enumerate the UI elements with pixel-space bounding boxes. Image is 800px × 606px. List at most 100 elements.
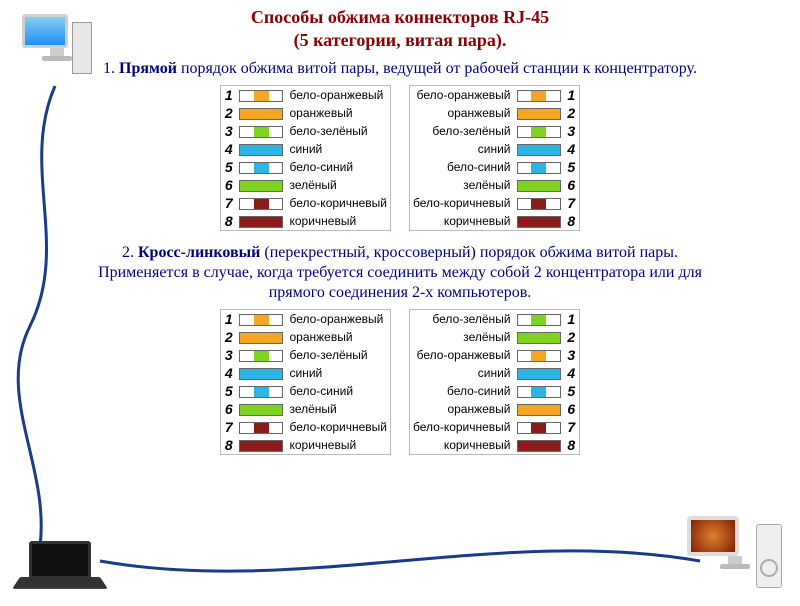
wire-label: бело-зелёный — [410, 309, 514, 328]
pin-row: 7 бело-коричневый — [220, 194, 390, 212]
pin-number: 3 — [220, 346, 236, 364]
pin-table: бело-зелёный 1 зелёный 2 бело-оранжевый … — [409, 309, 580, 455]
wire-swatch — [517, 198, 561, 210]
laptop-icon — [20, 541, 100, 596]
wire-swatch — [517, 314, 561, 326]
pin-row: 1 бело-оранжевый — [220, 309, 390, 328]
straight-pinout-tables: 1 бело-оранжевый 2 оранжевый 3 бело-зелё… — [0, 85, 800, 231]
pin-number: 1 — [564, 309, 580, 328]
pin-number: 1 — [220, 85, 236, 104]
pin-row: бело-коричневый 7 — [410, 194, 580, 212]
pin-number: 5 — [220, 158, 236, 176]
pin-row: бело-оранжевый 3 — [410, 346, 580, 364]
pin-row: 7 бело-коричневый — [220, 418, 390, 436]
wire-label: бело-синий — [410, 158, 514, 176]
wire-swatch — [239, 108, 283, 120]
pin-table: бело-оранжевый 1 оранжевый 2 бело-зелёны… — [409, 85, 580, 231]
wire-label: зелёный — [286, 400, 390, 418]
wire-label: бело-коричневый — [286, 194, 390, 212]
wire-swatch — [517, 126, 561, 138]
pin-number: 3 — [220, 122, 236, 140]
pin-number: 8 — [220, 436, 236, 455]
pin-row: синий 4 — [410, 364, 580, 382]
wire-swatch — [517, 162, 561, 174]
wire-label: бело-оранжевый — [286, 85, 390, 104]
wire-label: бело-синий — [286, 158, 390, 176]
pin-row: 2 оранжевый — [220, 104, 390, 122]
pin-row: 6 зелёный — [220, 400, 390, 418]
wire-label: синий — [410, 140, 514, 158]
wire-swatch — [239, 350, 283, 362]
pin-row: оранжевый 6 — [410, 400, 580, 418]
wire-swatch — [239, 368, 283, 380]
wire-swatch — [517, 440, 561, 452]
wire-swatch — [239, 144, 283, 156]
pin-row: бело-оранжевый 1 — [410, 85, 580, 104]
pin-number: 7 — [220, 194, 236, 212]
pin-number: 8 — [564, 436, 580, 455]
wire-label: бело-оранжевый — [410, 346, 514, 364]
pin-row: зелёный 6 — [410, 176, 580, 194]
wire-swatch — [239, 162, 283, 174]
pin-number: 2 — [220, 104, 236, 122]
pin-number: 6 — [564, 176, 580, 194]
wire-label: зелёный — [410, 176, 514, 194]
pin-row: бело-зелёный 3 — [410, 122, 580, 140]
wire-swatch — [239, 404, 283, 416]
wire-swatch — [239, 90, 283, 102]
pin-number: 8 — [220, 212, 236, 231]
pin-row: синий 4 — [410, 140, 580, 158]
section2-heading: 2. Кросс-линковый (перекрестный, кроссов… — [80, 243, 720, 303]
pin-row: 5 бело-синий — [220, 382, 390, 400]
wire-swatch — [517, 422, 561, 434]
pin-number: 2 — [564, 104, 580, 122]
desktop-pc-icon — [22, 14, 92, 84]
wire-swatch — [517, 180, 561, 192]
wire-swatch — [517, 144, 561, 156]
wire-label: коричневый — [286, 212, 390, 231]
pin-row: 5 бело-синий — [220, 158, 390, 176]
wire-label: бело-коричневый — [410, 194, 514, 212]
pin-number: 5 — [220, 382, 236, 400]
pin-number: 6 — [220, 400, 236, 418]
pin-row: зелёный 2 — [410, 328, 580, 346]
wire-swatch — [517, 108, 561, 120]
pin-number: 7 — [564, 194, 580, 212]
wire-label: бело-синий — [286, 382, 390, 400]
wire-swatch — [239, 440, 283, 452]
wire-swatch — [239, 126, 283, 138]
wire-swatch — [239, 332, 283, 344]
pin-number: 1 — [564, 85, 580, 104]
wire-label: бело-коричневый — [286, 418, 390, 436]
wire-label: бело-оранжевый — [286, 309, 390, 328]
wire-swatch — [517, 368, 561, 380]
desktop-pc2-icon — [687, 516, 782, 596]
wire-label: бело-зелёный — [286, 346, 390, 364]
pin-row: 2 оранжевый — [220, 328, 390, 346]
wire-swatch — [517, 350, 561, 362]
wire-swatch — [517, 90, 561, 102]
pin-row: 1 бело-оранжевый — [220, 85, 390, 104]
pin-number: 5 — [564, 158, 580, 176]
pin-row: 4 синий — [220, 140, 390, 158]
crossover-pinout-tables: 1 бело-оранжевый 2 оранжевый 3 бело-зелё… — [0, 309, 800, 455]
wire-label: оранжевый — [410, 104, 514, 122]
pin-row: коричневый 8 — [410, 212, 580, 231]
section1-heading: 1. Прямой порядок обжима витой пары, вед… — [80, 59, 720, 79]
page-title: Способы обжима коннекторов RJ-45 (5 кате… — [0, 6, 800, 53]
pin-number: 3 — [564, 346, 580, 364]
wire-label: синий — [410, 364, 514, 382]
wire-label: бело-зелёный — [286, 122, 390, 140]
pin-number: 2 — [220, 328, 236, 346]
pin-number: 7 — [220, 418, 236, 436]
pin-row: бело-зелёный 1 — [410, 309, 580, 328]
wire-swatch — [239, 180, 283, 192]
wire-label: бело-коричневый — [410, 418, 514, 436]
wire-label: зелёный — [410, 328, 514, 346]
pin-row: 4 синий — [220, 364, 390, 382]
pin-number: 4 — [564, 140, 580, 158]
wire-swatch — [517, 216, 561, 228]
pin-number: 3 — [564, 122, 580, 140]
wire-swatch — [517, 404, 561, 416]
wire-swatch — [239, 198, 283, 210]
